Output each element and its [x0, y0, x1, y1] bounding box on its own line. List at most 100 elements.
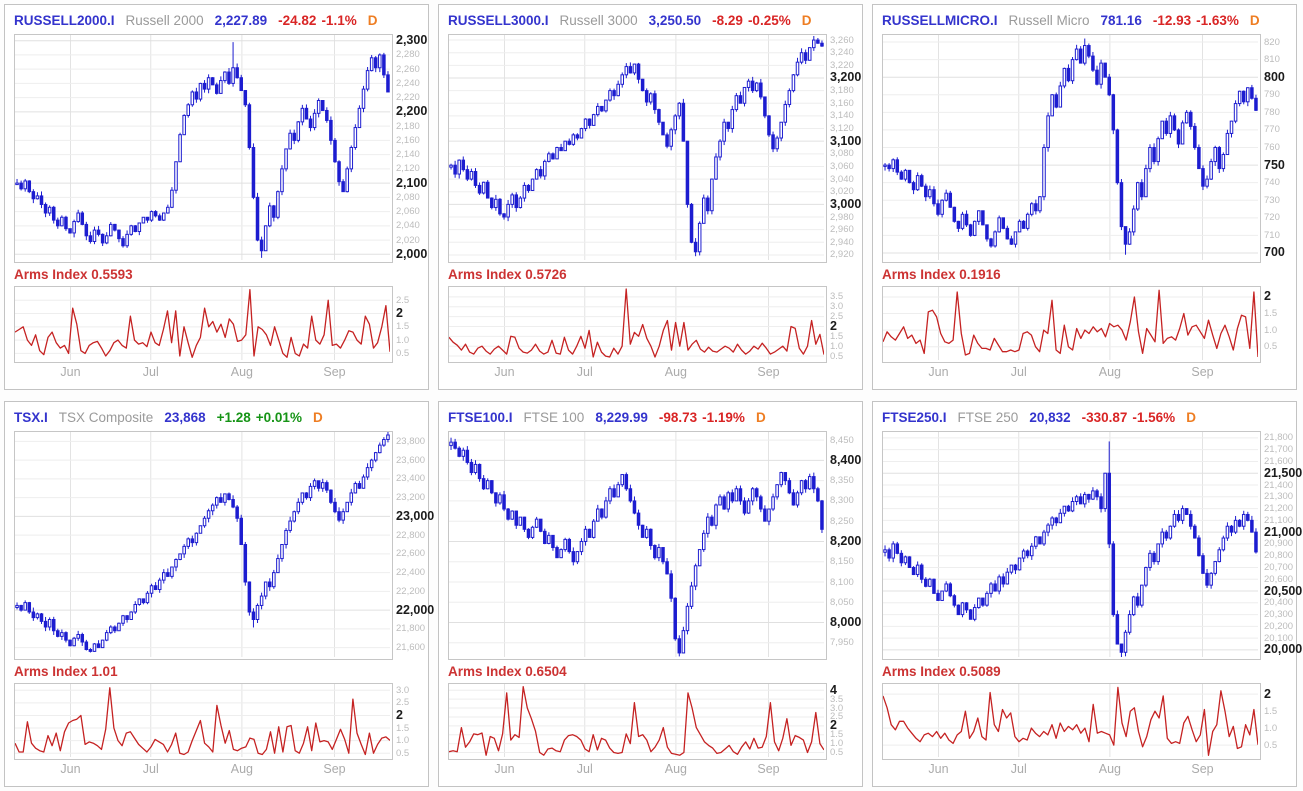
panel-header: RUSSELL2000.I Russell 2000 2,227.89 -24.… — [5, 8, 428, 33]
price-axis: 20,000 20,100 20,200 20,300 20,400 20,500 20,6… — [1264, 432, 1303, 657]
instrument-name: Russell 3000 — [559, 13, 638, 28]
timeframe-badge[interactable]: D — [1249, 13, 1260, 28]
change-percent: -1.63% — [1196, 13, 1239, 28]
price-chart-area[interactable]: 700 710 720 730 740 750 760 770 780 790 800 810 820 — [873, 33, 1296, 263]
last-price: 781.16 — [1100, 13, 1142, 28]
chart-panel-ftse100: FTSE100.I FTSE 100 8,229.99 -98.73 -1.19%… — [438, 401, 863, 787]
change-percent: -0.25% — [747, 13, 791, 28]
change-value: -12.93 — [1152, 13, 1192, 28]
price-axis: 7,950 8,000 8,050 8,100 8,150 8,200 8,250 8,300… — [830, 434, 862, 649]
candlestick-plot[interactable] — [14, 431, 393, 660]
symbol-label[interactable]: RUSSELL2000.I — [14, 13, 115, 28]
change-value: -8.29 — [712, 13, 743, 28]
chart-panel-russellmicro: RUSSELLMICRO.I Russell Micro 781.16 -12.… — [872, 4, 1297, 390]
panel-header: TSX.I TSX Composite 23,868 +1.28 +0.01% D — [5, 405, 428, 430]
arms-index-label: Arms Index 0.5726 — [448, 267, 567, 282]
price-axis: 2,920 2,940 2,960 2,980 3,000 3,020 3,040 3,060… — [830, 34, 862, 261]
price-chart-area[interactable]: 7,950 8,000 8,050 8,100 8,150 8,200 8,250 8,300… — [439, 430, 862, 660]
symbol-label[interactable]: TSX.I — [14, 410, 48, 425]
price-chart-area[interactable]: 21,600 21,800 22,000 22,200 22,400 22,600 22,8… — [5, 430, 435, 660]
instrument-name: FTSE 100 — [523, 410, 585, 425]
price-change: +1.28 +0.01% — [217, 410, 302, 425]
candlestick-plot[interactable] — [448, 34, 827, 263]
price-change: -12.93 -1.63% — [1153, 13, 1239, 28]
price-change: -98.73 -1.19% — [659, 410, 745, 425]
month-axis: Jun Jul Aug Sep — [60, 365, 346, 379]
last-price: 23,868 — [164, 410, 206, 425]
candlestick-plot[interactable] — [448, 431, 827, 660]
timeframe-badge[interactable]: D — [1186, 410, 1196, 425]
arms-line-plot[interactable] — [882, 683, 1261, 760]
month-axis: Jun Jul Aug Sep — [60, 762, 346, 776]
arms-axis: 0.5 1.0 1.5 2 2.5 — [396, 294, 410, 359]
price-axis: 2,000 2,020 2,040 2,060 2,080 2,100 2,120 2,140… — [396, 33, 428, 261]
arms-index-label: Arms Index 0.5089 — [882, 664, 1001, 679]
arms-index-label: Arms Index 0.6504 — [448, 664, 567, 679]
timeframe-badge[interactable]: D — [755, 410, 766, 425]
symbol-label[interactable]: FTSE100.I — [448, 410, 513, 425]
chart-panel-russell3000: RUSSELL3000.I Russell 3000 3,250.50 -8.2… — [438, 4, 863, 390]
panel-header: FTSE100.I FTSE 100 8,229.99 -98.73 -1.19%… — [439, 405, 862, 430]
panel-header: RUSSELLMICRO.I Russell Micro 781.16 -12.… — [873, 8, 1296, 33]
change-percent: -1.19% — [702, 410, 745, 425]
candlestick-plot[interactable] — [882, 431, 1261, 660]
arms-line-plot[interactable] — [14, 286, 393, 363]
arms-axis: 0.5 1.0 1.5 2 — [1264, 686, 1278, 751]
symbol-label[interactable]: RUSSELLMICRO.I — [882, 13, 998, 28]
price-chart-area[interactable]: 2,000 2,020 2,040 2,060 2,080 2,100 2,120 2,140… — [5, 33, 428, 263]
arms-line-plot[interactable] — [448, 683, 827, 760]
arms-axis: 0.5 1.0 1.5 2 2.5 3.0 — [396, 684, 410, 759]
candlestick-plot[interactable] — [14, 34, 393, 263]
last-price: 3,250.50 — [648, 13, 702, 28]
symbol-label[interactable]: RUSSELL3000.I — [448, 13, 549, 28]
chart-panel-tsx: TSX.I TSX Composite 23,868 +1.28 +0.01% D… — [4, 401, 435, 787]
change-value: -330.87 — [1081, 410, 1128, 425]
arms-chart-area[interactable]: 0.5 1.0 1.5 2 2.5 3.0 — [5, 682, 428, 760]
arms-line-plot[interactable] — [448, 286, 827, 363]
month-axis: Jun Jul Aug Sep — [494, 762, 780, 776]
month-axis: Jun Jul Aug Sep — [928, 762, 1214, 776]
price-change: -8.29 -0.25% — [712, 13, 791, 28]
arms-chart-area[interactable]: 0.5 1.0 1.5 2 — [873, 682, 1296, 760]
change-value: -98.73 — [658, 410, 698, 425]
last-price: 8,229.99 — [595, 410, 648, 425]
change-percent: +0.01% — [255, 410, 302, 425]
arms-axis: 0.5 1.0 1.5 2 2.5 3.0 3.5 — [830, 291, 844, 362]
last-price: 20,832 — [1029, 410, 1071, 425]
symbol-label[interactable]: FTSE250.I — [882, 410, 947, 425]
price-axis: 21,600 21,800 22,000 22,200 22,400 22,600 22,8… — [396, 435, 435, 654]
price-change: -24.82 -1.1% — [278, 13, 357, 28]
instrument-name: TSX Composite — [58, 410, 154, 425]
instrument-name: Russell 2000 — [125, 13, 204, 28]
price-chart-area[interactable]: 2,920 2,940 2,960 2,980 3,000 3,020 3,040 3,060… — [439, 33, 862, 263]
arms-axis: 0.5 1.0 1.5 2 — [1264, 289, 1278, 353]
arms-index-label: Arms Index 1.01 — [14, 664, 118, 679]
arms-chart-area[interactable]: 0.5 1.0 1.5 2 2.5 3.0 3.5 — [439, 285, 862, 363]
change-percent: -1.1% — [321, 13, 357, 28]
timeframe-badge[interactable]: D — [312, 410, 323, 425]
candlestick-plot[interactable] — [882, 34, 1261, 263]
arms-axis: 0.5 1.0 1.5 2 2.5 3.0 3.5 4 — [830, 682, 844, 759]
chart-panel-ftse250: FTSE250.I FTSE 250 20,832 -330.87 -1.56% … — [872, 401, 1303, 787]
arms-chart-area[interactable]: 0.5 1.0 1.5 2 2.5 3.0 3.5 4 — [439, 682, 862, 760]
arms-chart-area[interactable]: 0.5 1.0 1.5 2 2.5 — [5, 285, 428, 363]
price-axis: 700 710 720 730 740 750 760 770 780 790 800 810 820 — [1264, 36, 1285, 260]
arms-line-plot[interactable] — [882, 286, 1261, 363]
price-change: -330.87 -1.56% — [1082, 410, 1176, 425]
change-percent: -1.56% — [1132, 410, 1176, 425]
month-axis: Jun Jul Aug Sep — [494, 365, 780, 379]
timeframe-badge[interactable]: D — [367, 13, 378, 28]
change-value: -24.82 — [278, 13, 317, 28]
last-price: 2,227.89 — [214, 13, 268, 28]
arms-index-label: Arms Index 0.1916 — [882, 267, 1001, 282]
arms-index-label: Arms Index 0.5593 — [14, 267, 133, 282]
timeframe-badge[interactable]: D — [801, 13, 812, 28]
price-chart-area[interactable]: 20,000 20,100 20,200 20,300 20,400 20,500 20,6… — [873, 430, 1303, 660]
change-value: +1.28 — [216, 410, 251, 425]
panel-header: FTSE250.I FTSE 250 20,832 -330.87 -1.56% … — [873, 405, 1296, 430]
panel-header: RUSSELL3000.I Russell 3000 3,250.50 -8.2… — [439, 8, 862, 33]
instrument-name: FTSE 250 — [957, 410, 1019, 425]
arms-line-plot[interactable] — [14, 683, 393, 760]
month-axis: Jun Jul Aug Sep — [928, 365, 1214, 379]
arms-chart-area[interactable]: 0.5 1.0 1.5 2 — [873, 285, 1296, 363]
